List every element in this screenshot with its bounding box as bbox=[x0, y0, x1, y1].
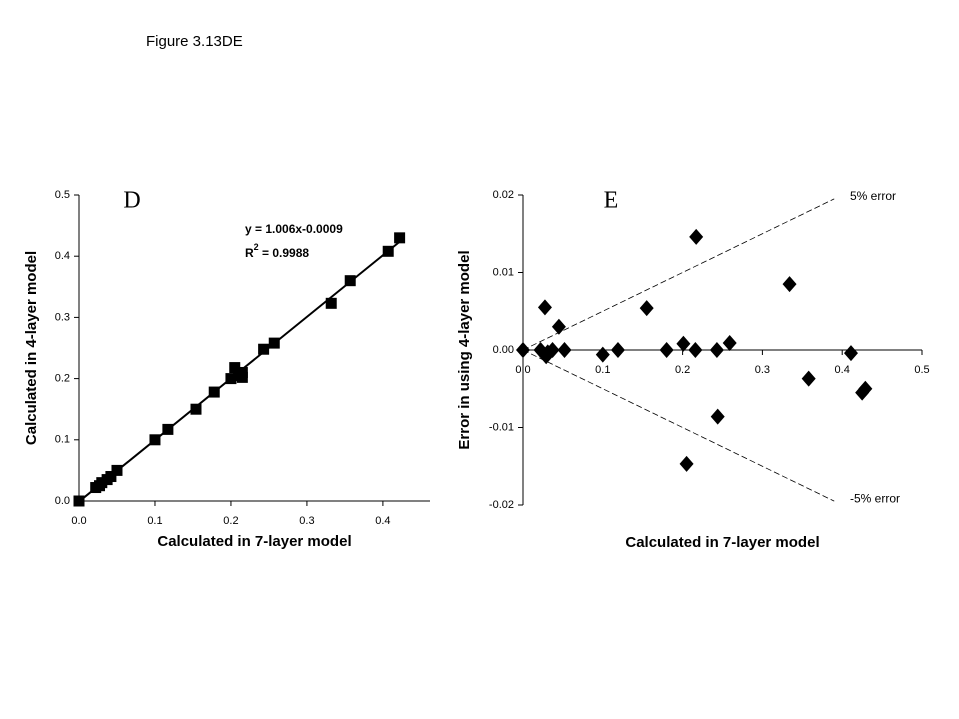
x-tick-label: 0.2 bbox=[675, 364, 690, 376]
y-tick-label: -0.01 bbox=[489, 421, 514, 433]
marker bbox=[722, 335, 737, 352]
marker bbox=[162, 423, 174, 435]
marker bbox=[551, 318, 566, 335]
panel-label: D bbox=[123, 188, 140, 214]
reference-line bbox=[522, 198, 835, 351]
r2-part: R bbox=[245, 246, 254, 260]
marker bbox=[268, 337, 280, 349]
marker bbox=[545, 342, 560, 358]
marker bbox=[73, 495, 85, 507]
x-tick-label: 0.0 bbox=[71, 515, 86, 527]
x-tick-label: 0.0 bbox=[515, 364, 530, 376]
marker bbox=[801, 370, 816, 387]
y-tick-label: 0.5 bbox=[55, 189, 70, 201]
r2-part: = 0.9988 bbox=[259, 246, 310, 260]
x-tick-label: 0.3 bbox=[755, 364, 770, 376]
marker bbox=[688, 342, 703, 358]
y-tick-label: 0.3 bbox=[55, 311, 70, 323]
marker bbox=[676, 335, 691, 352]
y-axis-title: Error in using 4-layer model bbox=[456, 250, 473, 449]
y-tick-label: 0.4 bbox=[55, 250, 70, 262]
x-axis-title: Calculated in 7-layer model bbox=[157, 533, 351, 550]
figure-title: Figure 3.13DE bbox=[146, 33, 243, 50]
reference-label: -5% error bbox=[850, 491, 900, 505]
marker bbox=[382, 245, 394, 257]
y-tick-label: 0.2 bbox=[55, 373, 70, 385]
x-tick-label: 0.4 bbox=[835, 364, 850, 376]
x-tick-label: 0.3 bbox=[299, 515, 314, 527]
x-tick-label: 0.5 bbox=[914, 364, 929, 376]
marker bbox=[709, 342, 724, 358]
marker bbox=[394, 232, 406, 244]
marker bbox=[111, 464, 123, 476]
marker bbox=[258, 343, 270, 355]
marker bbox=[595, 346, 610, 363]
marker bbox=[689, 228, 704, 245]
marker bbox=[557, 342, 572, 358]
marker bbox=[679, 455, 694, 472]
marker bbox=[190, 403, 202, 415]
marker bbox=[105, 471, 117, 483]
reference-line bbox=[522, 349, 835, 502]
x-tick-label: 0.2 bbox=[223, 515, 238, 527]
marker bbox=[782, 276, 797, 293]
y-tick-label: 0.1 bbox=[55, 434, 70, 446]
fit-r2: R2 = 0.9988 bbox=[245, 242, 309, 260]
reference-label: 5% error bbox=[850, 189, 896, 203]
panel-label: E bbox=[604, 188, 619, 214]
marker bbox=[149, 434, 161, 446]
marker bbox=[229, 362, 241, 374]
marker bbox=[639, 300, 654, 317]
y-tick-label: 0.00 bbox=[493, 344, 514, 356]
marker bbox=[225, 373, 237, 385]
marker bbox=[344, 275, 356, 287]
x-tick-label: 0.1 bbox=[595, 364, 610, 376]
marker bbox=[659, 342, 674, 358]
x-tick-label: 0.4 bbox=[375, 515, 390, 527]
r2-part: 2 bbox=[254, 242, 259, 252]
y-tick-label: 0.01 bbox=[493, 266, 514, 278]
x-axis-title: Calculated in 7-layer model bbox=[625, 534, 819, 551]
y-tick-label: -0.02 bbox=[489, 499, 514, 511]
marker bbox=[858, 380, 873, 397]
marker bbox=[843, 345, 858, 362]
y-tick-label: 0.02 bbox=[493, 189, 514, 201]
marker bbox=[710, 408, 725, 425]
y-axis-title: Calculated in 4-layer model bbox=[23, 251, 40, 445]
y-tick-label: 0.0 bbox=[55, 495, 70, 507]
fit-equation: y = 1.006x-0.0009 bbox=[245, 222, 343, 236]
marker bbox=[208, 386, 220, 398]
x-tick-label: 0.1 bbox=[147, 515, 162, 527]
marker bbox=[516, 342, 530, 358]
marker bbox=[325, 297, 337, 309]
marker bbox=[537, 299, 552, 316]
marker bbox=[610, 342, 625, 358]
marker bbox=[236, 371, 248, 383]
